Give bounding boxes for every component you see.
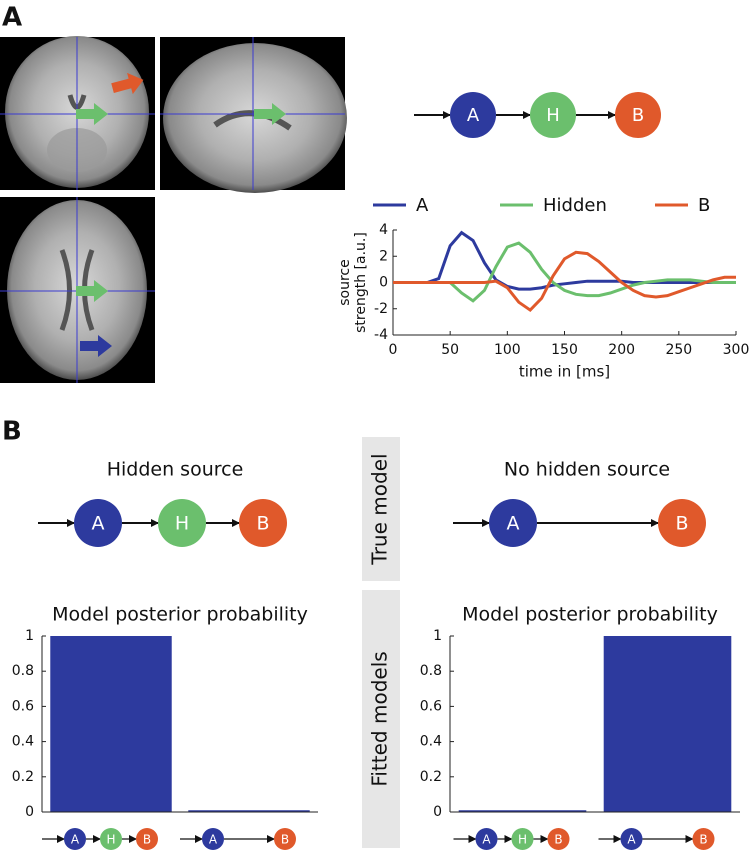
node-label: A <box>209 833 218 847</box>
node-label: B <box>281 833 289 847</box>
node-label: H <box>546 105 560 126</box>
node <box>202 828 224 850</box>
node <box>620 828 643 850</box>
label-box <box>362 590 400 848</box>
node <box>511 828 534 850</box>
node-label: B <box>256 513 269 535</box>
node <box>450 92 496 138</box>
node-label: A <box>71 833 80 847</box>
node <box>158 499 206 547</box>
node <box>692 828 715 850</box>
node <box>475 828 498 850</box>
node-label: H <box>518 833 527 847</box>
node <box>530 92 576 138</box>
panel-label: B <box>2 417 22 447</box>
y-tick-label: 0.8 <box>420 663 442 679</box>
node-label: A <box>92 513 105 535</box>
bar <box>188 810 310 812</box>
node <box>100 828 122 850</box>
mri-coronal <box>0 36 155 190</box>
y-tick-label: 0.6 <box>420 698 442 714</box>
x-tick-label: 250 <box>665 342 692 358</box>
legend-label: A <box>416 195 429 216</box>
panel-label: A <box>2 3 22 33</box>
node-label: A <box>507 513 520 535</box>
y-tick-label: 1 <box>433 628 442 644</box>
y-tick-label: 0.2 <box>12 769 34 785</box>
y-tick-label: 0.4 <box>420 734 442 750</box>
label-box <box>362 437 400 581</box>
node <box>274 828 296 850</box>
true-model-label: True model <box>368 453 392 565</box>
mri-sagittal <box>160 37 347 193</box>
node-label: B <box>143 833 151 847</box>
node <box>64 828 86 850</box>
node <box>239 499 287 547</box>
node-label: A <box>482 833 491 847</box>
series-line <box>393 250 736 313</box>
node <box>489 499 537 547</box>
mri-axial <box>0 197 155 383</box>
y-axis-label: source <box>337 259 353 306</box>
bar <box>603 636 732 812</box>
series-line <box>393 230 736 291</box>
bar <box>50 636 172 812</box>
fitted-models-label: Fitted models <box>368 651 392 786</box>
y-tick-label: 4 <box>379 222 388 238</box>
node <box>74 499 122 547</box>
y-tick-label: -2 <box>374 301 388 317</box>
series-line <box>393 241 736 303</box>
x-axis-label: time in [ms] <box>519 363 610 381</box>
y-tick-label: 1 <box>25 628 34 644</box>
node-label: H <box>106 833 115 847</box>
y-tick-label: 2 <box>379 248 388 264</box>
x-tick-label: 100 <box>494 342 521 358</box>
chart-title: Model posterior probability <box>462 604 718 626</box>
y-tick-label: 0.8 <box>12 663 34 679</box>
y-tick-label: 0 <box>25 804 34 820</box>
y-axis-label: strength [a.u.] <box>353 232 369 333</box>
model-title: No hidden source <box>504 459 670 481</box>
x-tick-label: 50 <box>441 342 459 358</box>
node-label: B <box>632 105 644 126</box>
x-tick-label: 0 <box>389 342 398 358</box>
node-label: A <box>467 105 480 126</box>
node-label: B <box>699 833 707 847</box>
node-label: B <box>675 513 688 535</box>
chart-title: Model posterior probability <box>52 604 308 626</box>
model-title: Hidden source <box>107 459 244 481</box>
node <box>615 92 661 138</box>
y-tick-label: 0.4 <box>12 734 34 750</box>
node-label: H <box>175 513 189 535</box>
node <box>658 499 706 547</box>
y-tick-label: 0 <box>379 275 388 291</box>
x-tick-label: 150 <box>551 342 578 358</box>
legend-label: Hidden <box>543 195 607 216</box>
y-tick-label: 0.2 <box>420 769 442 785</box>
legend-label: B <box>698 195 710 216</box>
node-label: A <box>627 833 636 847</box>
node <box>136 828 158 850</box>
node-label: B <box>554 833 562 847</box>
bar <box>458 810 587 812</box>
x-tick-label: 300 <box>723 342 750 358</box>
y-tick-label: 0 <box>433 804 442 820</box>
x-tick-label: 200 <box>608 342 635 358</box>
node <box>547 828 570 850</box>
y-tick-label: 0.6 <box>12 698 34 714</box>
y-tick-label: -4 <box>374 327 388 343</box>
